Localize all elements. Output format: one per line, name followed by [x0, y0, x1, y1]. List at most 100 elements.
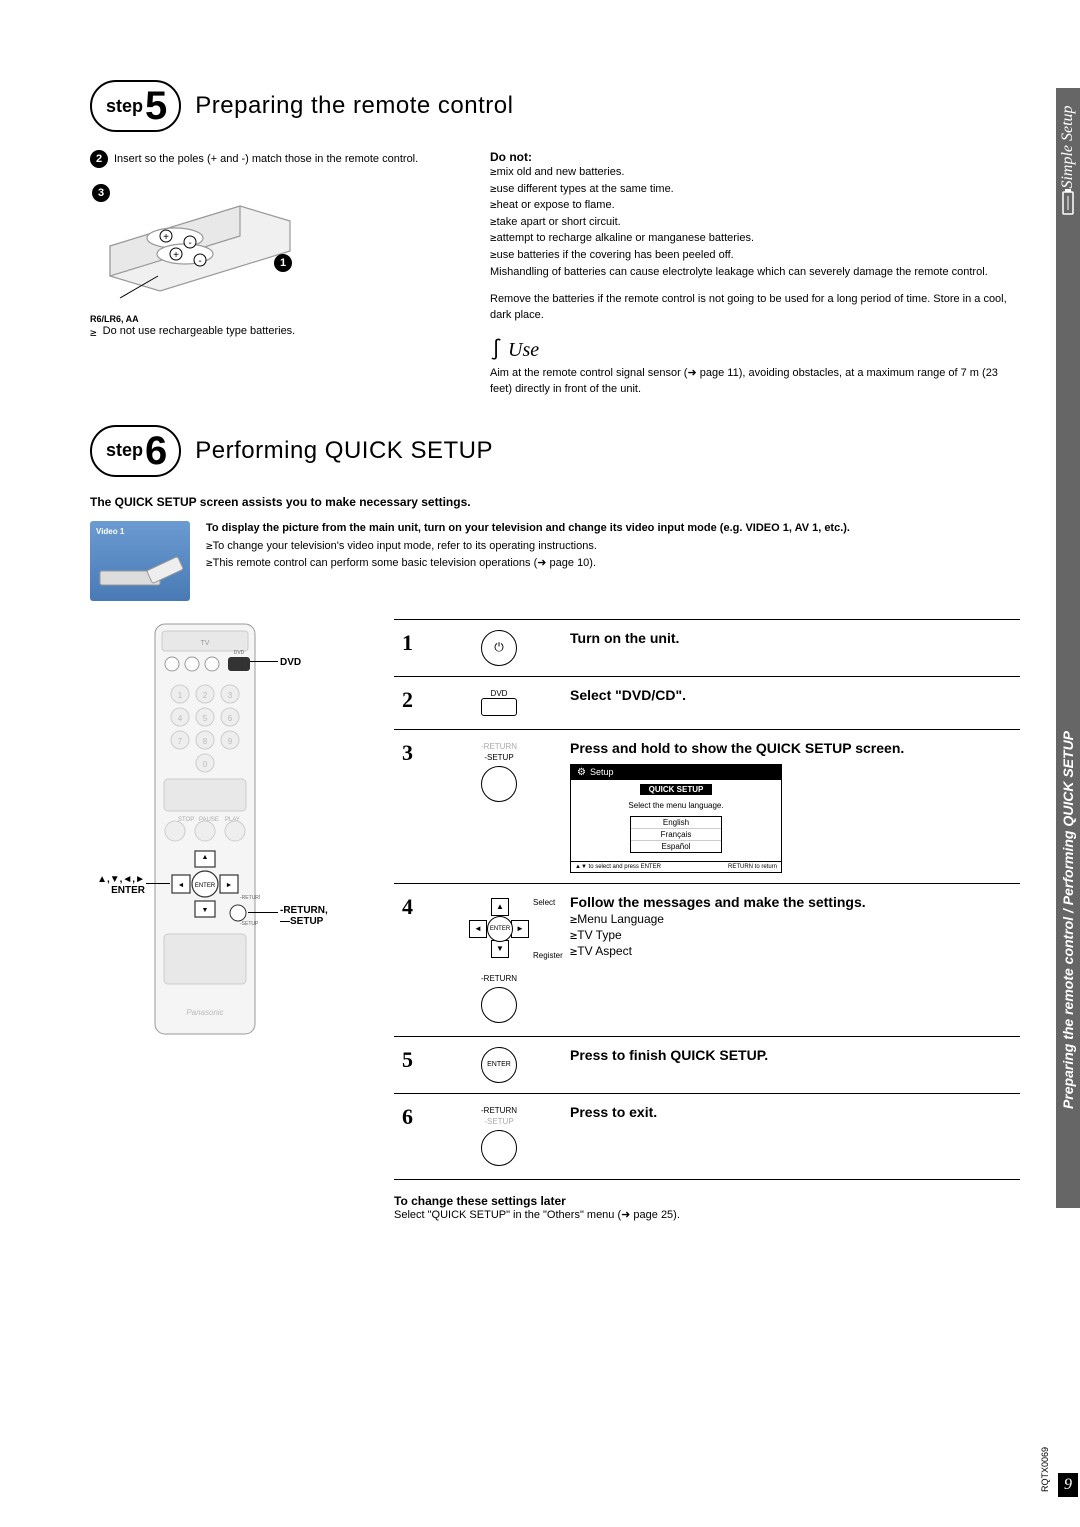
- btn-cell: ▲ ▼ ◄ ► ENTER Select Register -RETURN: [436, 883, 562, 1036]
- simple-setup-label: Simple Setup: [1059, 105, 1077, 188]
- dpad-left: ◄: [469, 920, 487, 938]
- step-num: 4: [394, 883, 436, 1036]
- quicksetup-intro: The QUICK SETUP screen assists you to ma…: [90, 495, 1020, 509]
- step4-cell: Follow the messages and make the setting…: [562, 883, 1020, 1036]
- arrows-enter-callout: ▲,▼,◄,► ENTER: [90, 874, 145, 896]
- section-vertical-label: Preparing the remote control / Performin…: [1060, 731, 1076, 1109]
- dpad-icon: ▲ ▼ ◄ ► ENTER Select Register: [469, 898, 529, 958]
- table-row: 2 DVD Select "DVD/CD".: [394, 676, 1020, 729]
- svg-text:ENTER: ENTER: [195, 883, 216, 889]
- battery-type-label: R6/LR6, AA: [90, 314, 460, 324]
- change-later-heading: To change these settings later: [394, 1194, 1020, 1208]
- table-row: 3 -RETURN -SETUP Press and hold to show …: [394, 729, 1020, 883]
- step6-header: step 6 Performing QUICK SETUP: [90, 425, 1020, 477]
- svg-text:4: 4: [178, 714, 183, 723]
- svg-text:2: 2: [203, 691, 208, 700]
- callout-line: [248, 912, 278, 913]
- svg-text:►: ►: [226, 882, 233, 889]
- document-code: RQTX0069: [1040, 1447, 1050, 1492]
- svg-text:6: 6: [228, 714, 233, 723]
- btn-cell: -RETURN -SETUP: [436, 729, 562, 883]
- enter-button-icon: ENTER: [481, 1047, 517, 1083]
- display-notes: To change your television's video input …: [206, 538, 1020, 571]
- return-setup-callout: -RETURN, —SETUP: [280, 905, 328, 927]
- btn-cell: DVD: [436, 676, 562, 729]
- display-bold: To display the picture from the main uni…: [206, 521, 1020, 536]
- svg-text:DVD: DVD: [234, 650, 245, 656]
- step5-number: 5: [145, 86, 167, 126]
- table-row: 6 -RETURN -SETUP Press to exit.: [394, 1093, 1020, 1179]
- btn-cell: ⏻: [436, 619, 562, 676]
- power-icon: ⏻: [481, 630, 517, 666]
- svg-text:+: +: [173, 250, 179, 261]
- svg-text:-SETUP: -SETUP: [240, 921, 259, 927]
- return-sub: -RETURN: [444, 974, 554, 983]
- step5-content: 2 Insert so the poles (+ and -) match th…: [90, 150, 1020, 397]
- donot-item: heat or expose to flame.: [490, 197, 1020, 214]
- lang-item: English: [631, 817, 721, 829]
- remote-diagram-wrap: TV DVD 1 2 3 4 5: [90, 619, 370, 1221]
- dvd-button-icon: [481, 698, 517, 716]
- return-button-icon: [481, 1130, 517, 1166]
- step5-left: 2 Insert so the poles (+ and -) match th…: [90, 150, 460, 397]
- svg-text:1: 1: [178, 691, 183, 700]
- step6-title: Performing QUICK SETUP: [195, 437, 493, 465]
- step-num: 1: [394, 619, 436, 676]
- step-desc: Press and hold to show the QUICK SETUP s…: [570, 740, 1012, 756]
- steps-wrap: 1 ⏻ Turn on the unit. 2 DVD Select "DVD/…: [394, 619, 1020, 1221]
- step-desc: Press to finish QUICK SETUP.: [562, 1036, 1020, 1093]
- dpad-enter: ENTER: [487, 916, 513, 942]
- svg-text:-: -: [188, 238, 191, 249]
- change-later-text: Select "QUICK SETUP" in the "Others" men…: [394, 1208, 1020, 1221]
- insert-text: Insert so the poles (+ and -) match thos…: [114, 153, 418, 165]
- svg-text:5: 5: [203, 714, 208, 723]
- svg-text:9: 9: [228, 737, 233, 746]
- svg-text:-RETURN: -RETURN: [240, 895, 260, 901]
- side-tab: Simple Setup Preparing the remote contro…: [1056, 88, 1080, 1208]
- step5-right: Do not: mix old and new batteries. use d…: [490, 150, 1020, 397]
- step5-badge: step 5: [90, 80, 181, 132]
- insert-instruction: 2 Insert so the poles (+ and -) match th…: [90, 150, 460, 168]
- language-options: English Français Español: [630, 816, 722, 853]
- diagram-num1: 1: [274, 254, 292, 272]
- setup-screen-title: Setup: [571, 765, 781, 780]
- step3-cell: Press and hold to show the QUICK SETUP s…: [562, 729, 1020, 883]
- remote-diagram: TV DVD 1 2 3 4 5: [150, 619, 340, 1059]
- battery-diagram: + - + - 3 1: [90, 176, 310, 306]
- donot-heading: Do not:: [490, 150, 1020, 164]
- step5-header: step 5 Preparing the remote control: [90, 80, 1020, 132]
- display-note: This remote control can perform some bas…: [206, 555, 1020, 572]
- donot-item: use different types at the same time.: [490, 181, 1020, 198]
- display-note: To change your television's video input …: [206, 538, 1020, 555]
- step6-badge: step 6: [90, 425, 181, 477]
- manual-page: step 5 Preparing the remote control 2 In…: [0, 0, 1080, 1261]
- svg-text:TV: TV: [201, 640, 210, 647]
- svg-text:0: 0: [203, 760, 208, 769]
- table-row: 1 ⏻ Turn on the unit.: [394, 619, 1020, 676]
- lang-item: Français: [631, 829, 721, 841]
- page-number: 9: [1058, 1473, 1078, 1497]
- video-info-row: Video 1 To display the picture from the …: [90, 521, 1020, 601]
- step-desc: Press to exit.: [562, 1093, 1020, 1179]
- step6-number: 6: [145, 431, 167, 471]
- setup-label: -SETUP: [444, 753, 554, 762]
- use-text: Aim at the remote control signal sensor …: [490, 366, 1020, 397]
- svg-text:◄: ◄: [178, 882, 185, 889]
- step-desc: Turn on the unit.: [562, 619, 1020, 676]
- svg-text:3: 3: [228, 691, 233, 700]
- battery-icon: [1060, 188, 1076, 216]
- setup-footer: ▲▼ to select and press ENTER RETURN to r…: [571, 861, 781, 872]
- dvd-callout: DVD: [280, 657, 301, 668]
- return-button-icon: [481, 987, 517, 1023]
- donot-item: mix old and new batteries.: [490, 164, 1020, 181]
- step-num: 5: [394, 1036, 436, 1093]
- donot-list: mix old and new batteries. use different…: [490, 164, 1020, 263]
- quicksetup-badge: QUICK SETUP: [640, 784, 712, 795]
- donot-item: use batteries if the covering has been p…: [490, 247, 1020, 264]
- step-label: step: [106, 96, 143, 117]
- change-later-note: To change these settings later Select "Q…: [394, 1194, 1020, 1221]
- step-desc: Select "DVD/CD".: [562, 676, 1020, 729]
- setting-item: TV Type: [570, 928, 1012, 942]
- use-heading: Use: [490, 337, 1020, 362]
- step5-title: Preparing the remote control: [195, 92, 513, 120]
